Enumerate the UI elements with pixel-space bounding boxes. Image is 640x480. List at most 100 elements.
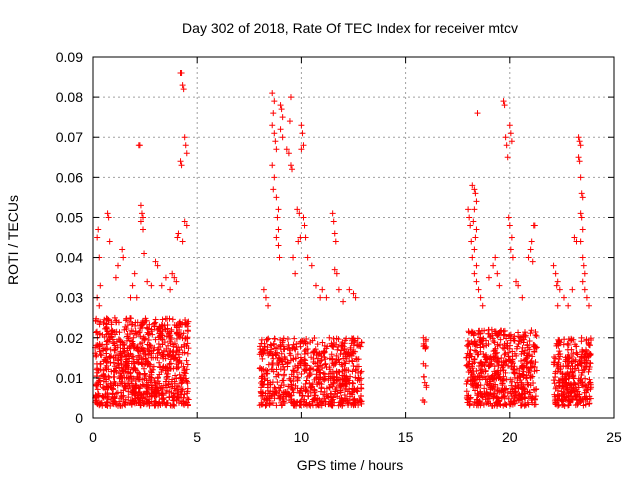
data-point — [258, 367, 265, 374]
data-point — [156, 380, 163, 387]
data-point — [473, 262, 480, 269]
data-point — [338, 361, 345, 368]
data-point — [168, 389, 175, 396]
data-point — [468, 238, 475, 245]
data-point — [475, 286, 482, 293]
data-point — [119, 375, 126, 382]
data-point — [100, 373, 107, 380]
data-point — [138, 360, 145, 367]
data-point — [466, 354, 473, 361]
data-point — [260, 286, 267, 293]
data-point — [144, 329, 151, 336]
data-point — [567, 393, 574, 400]
data-point — [486, 354, 493, 361]
data-point — [317, 362, 324, 369]
data-point — [306, 366, 313, 373]
data-point — [286, 118, 293, 125]
data-point — [562, 381, 569, 388]
data-point — [526, 338, 533, 345]
data-point — [96, 302, 103, 309]
data-point — [111, 374, 118, 381]
x-axis-label: GPS time / hours — [297, 457, 404, 473]
data-point — [179, 238, 186, 245]
data-point — [275, 242, 282, 249]
data-point — [259, 401, 266, 408]
data-point — [508, 393, 515, 400]
y-tick-label: 0.09 — [56, 49, 83, 65]
data-point — [508, 234, 515, 241]
data-point — [508, 138, 515, 145]
data-point — [575, 134, 582, 141]
data-point — [127, 397, 134, 404]
data-point — [496, 358, 503, 365]
data-point — [287, 94, 294, 101]
data-point — [311, 395, 318, 402]
data-point — [523, 364, 530, 371]
data-point — [304, 340, 311, 347]
data-point — [490, 348, 497, 355]
data-point — [104, 383, 111, 390]
data-point — [354, 388, 361, 395]
data-point — [559, 370, 566, 377]
data-point — [162, 274, 169, 281]
data-point — [136, 370, 143, 377]
data-point — [155, 346, 162, 353]
data-point — [259, 350, 266, 357]
data-point — [323, 385, 330, 392]
data-point — [318, 357, 325, 364]
y-axis-label: ROTI / TECUs — [5, 195, 21, 285]
data-point — [100, 319, 107, 326]
data-point — [575, 380, 582, 387]
data-point — [463, 380, 470, 387]
data-point — [104, 210, 111, 217]
data-point — [421, 398, 428, 405]
data-point — [494, 371, 501, 378]
data-point — [286, 375, 293, 382]
data-point — [323, 364, 330, 371]
data-point — [515, 340, 522, 347]
data-point — [179, 335, 186, 342]
data-point — [156, 323, 163, 330]
data-point — [572, 356, 579, 363]
data-point — [321, 395, 328, 402]
data-point — [146, 321, 153, 328]
data-point — [141, 370, 148, 377]
data-point — [501, 327, 508, 334]
data-point — [519, 294, 526, 301]
data-point — [126, 382, 133, 389]
data-point — [532, 393, 539, 400]
data-point — [292, 363, 299, 370]
data-point — [586, 400, 593, 407]
data-point — [314, 351, 321, 358]
data-point — [325, 394, 332, 401]
plot-frame — [92, 56, 615, 419]
data-point — [476, 374, 483, 381]
data-point — [264, 344, 271, 351]
data-point — [112, 274, 119, 281]
data-point — [132, 319, 139, 326]
data-point — [551, 380, 558, 387]
data-point — [516, 338, 523, 345]
data-point — [297, 234, 304, 241]
data-point — [492, 354, 499, 361]
data-point — [577, 238, 584, 245]
data-point — [501, 351, 508, 358]
data-point — [502, 357, 509, 364]
data-point — [520, 374, 527, 381]
x-tick-label: 10 — [294, 429, 310, 445]
data-point — [338, 342, 345, 349]
data-point — [149, 386, 156, 393]
data-point — [178, 360, 185, 367]
data-point — [258, 374, 265, 381]
data-point — [157, 334, 164, 341]
data-point — [264, 392, 271, 399]
data-point — [551, 353, 558, 360]
data-point — [111, 347, 118, 354]
data-point — [582, 351, 589, 358]
data-point — [528, 327, 535, 334]
data-point — [302, 234, 309, 241]
data-point — [556, 286, 563, 293]
data-point — [128, 360, 135, 367]
data-point — [143, 381, 150, 388]
data-point — [508, 363, 515, 370]
